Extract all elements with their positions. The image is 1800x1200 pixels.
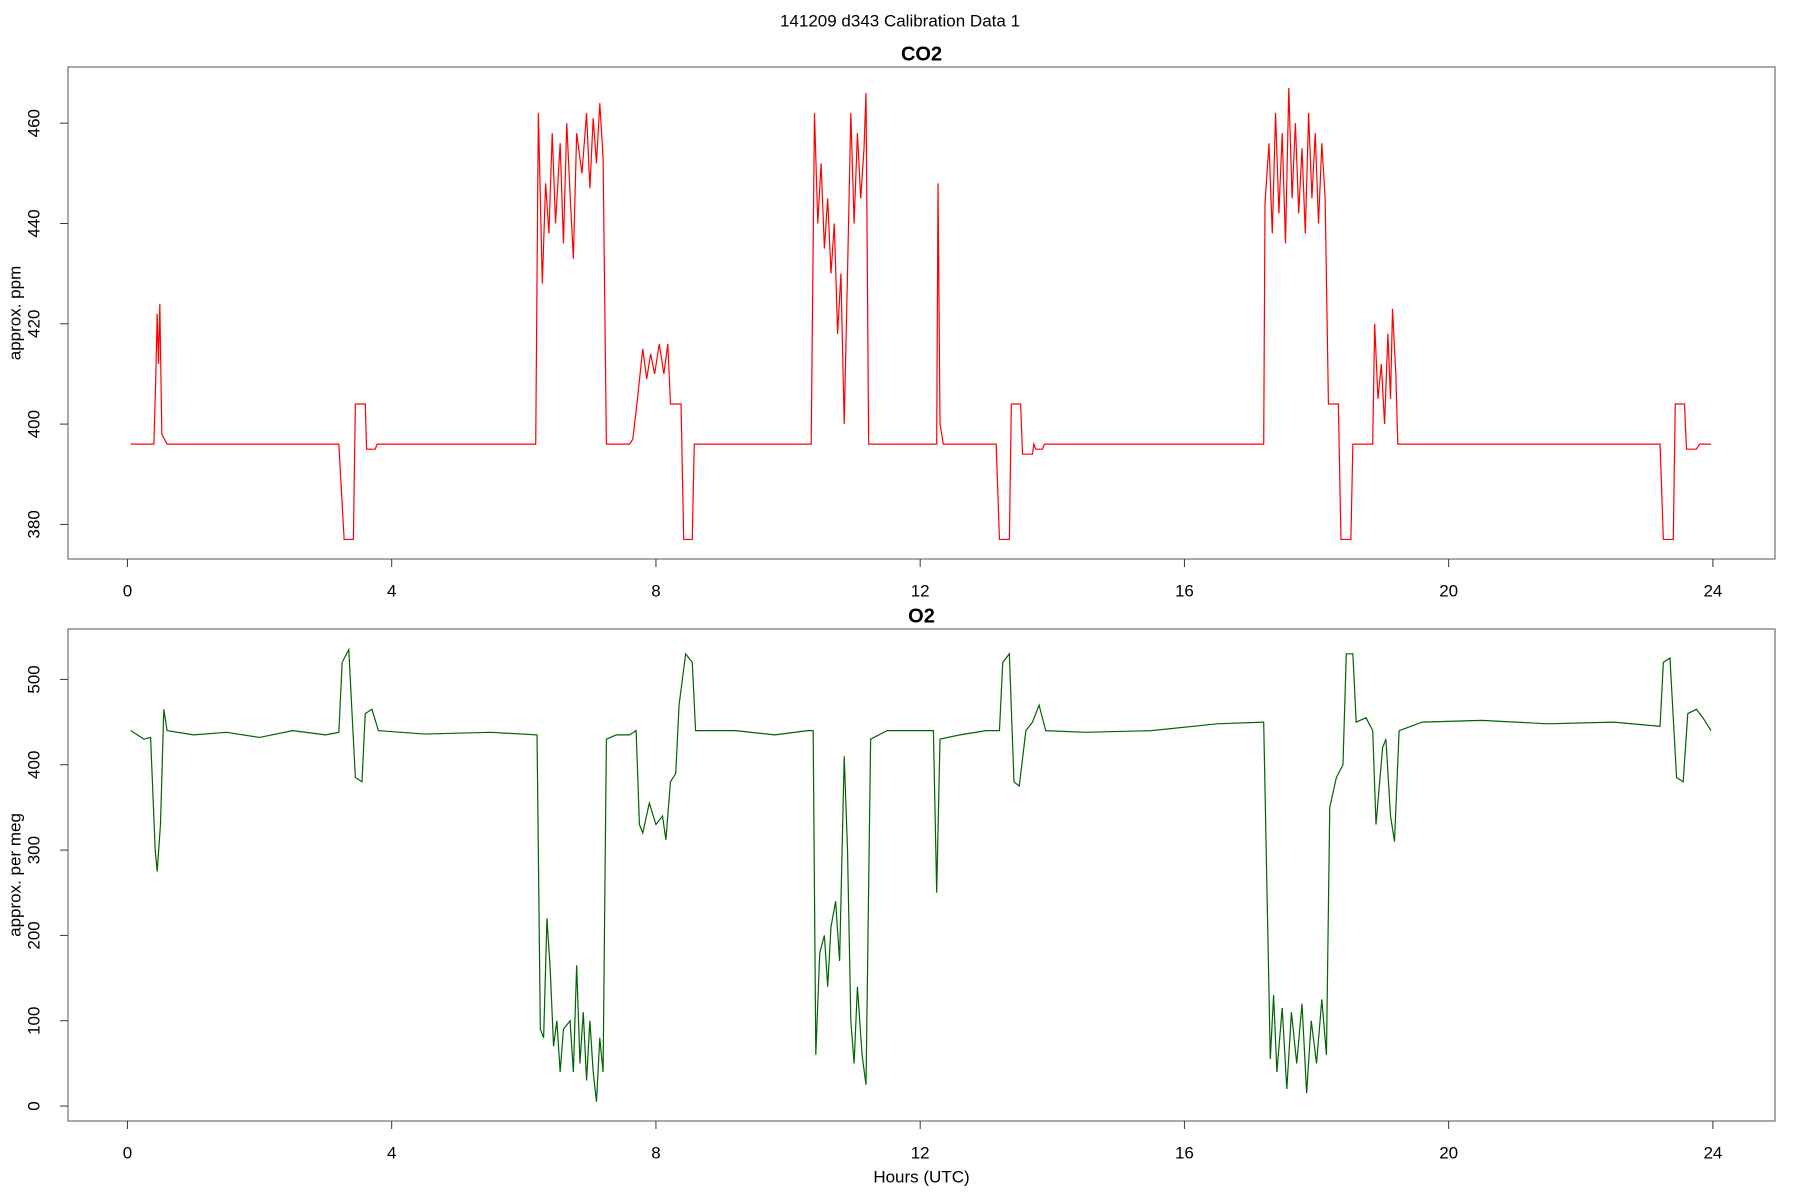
figure-title: 141209 d343 Calibration Data 1 bbox=[780, 11, 1020, 30]
x-tick-label: 4 bbox=[387, 581, 396, 600]
x-tick-label: 8 bbox=[651, 581, 660, 600]
y-axis-label: approx. ppm bbox=[5, 266, 24, 361]
y-tick-label: 100 bbox=[24, 1007, 43, 1035]
y-axis-label: approx. per meg bbox=[5, 813, 24, 937]
x-tick-label: 8 bbox=[651, 1143, 660, 1162]
panel-title: CO2 bbox=[901, 43, 942, 65]
x-tick-label: 12 bbox=[911, 1143, 930, 1162]
x-tick-label: 24 bbox=[1703, 1143, 1722, 1162]
plot-frame bbox=[67, 66, 1776, 560]
x-tick-label: 20 bbox=[1439, 1143, 1458, 1162]
x-tick-label: 16 bbox=[1175, 581, 1194, 600]
data-line bbox=[130, 88, 1711, 541]
y-tick-label: 380 bbox=[24, 510, 43, 538]
y-tick-label: 300 bbox=[24, 836, 43, 864]
y-tick-label: 440 bbox=[24, 209, 43, 237]
x-tick-label: 16 bbox=[1175, 1143, 1194, 1162]
x-tick-label: 24 bbox=[1703, 581, 1722, 600]
x-tick-label: 4 bbox=[387, 1143, 396, 1162]
y-tick-label: 0 bbox=[24, 1101, 43, 1110]
y-tick-label: 460 bbox=[24, 109, 43, 137]
y-tick-label: 400 bbox=[24, 410, 43, 438]
plot-frame bbox=[67, 628, 1776, 1122]
x-tick-label: 0 bbox=[123, 581, 132, 600]
x-axis-label: Hours (UTC) bbox=[873, 1167, 969, 1186]
data-line bbox=[130, 647, 1712, 1102]
x-tick-label: 20 bbox=[1439, 581, 1458, 600]
y-tick-label: 500 bbox=[24, 665, 43, 693]
x-tick-label: 0 bbox=[123, 1143, 132, 1162]
y-tick-label: 420 bbox=[24, 310, 43, 338]
panel-title: O2 bbox=[908, 605, 935, 627]
y-tick-label: 200 bbox=[24, 921, 43, 949]
x-tick-label: 12 bbox=[911, 581, 930, 600]
y-tick-label: 400 bbox=[24, 751, 43, 779]
